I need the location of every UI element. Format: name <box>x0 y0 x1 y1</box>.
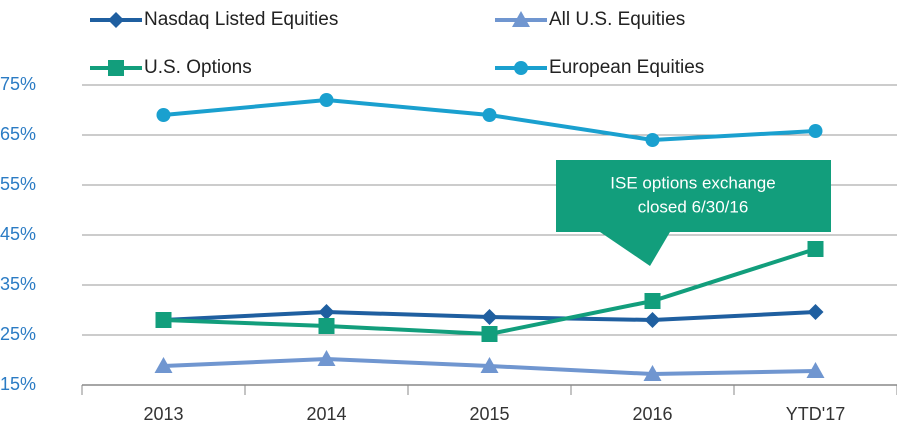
marker <box>156 108 171 122</box>
y-tick-label: 35% <box>0 274 36 294</box>
legend-label: European Equities <box>549 57 704 78</box>
x-tick-label: 2016 <box>632 404 672 424</box>
marker <box>644 293 661 309</box>
marker <box>319 93 334 107</box>
x-tick-label: 2013 <box>143 404 183 424</box>
marker <box>481 309 498 325</box>
annotation-text: closed 6/30/16 <box>638 197 749 216</box>
marker <box>155 312 172 328</box>
y-tick-label: 65% <box>0 124 36 144</box>
y-tick-label: 75% <box>0 74 36 94</box>
y-tick-label: 55% <box>0 174 36 194</box>
marker <box>512 11 530 27</box>
marker <box>807 241 824 257</box>
marker <box>481 326 498 342</box>
marker <box>806 362 825 378</box>
marker <box>480 357 499 373</box>
marker <box>808 124 823 138</box>
marker <box>154 357 173 373</box>
annotation-box <box>556 160 831 266</box>
x-tick-label: 2014 <box>306 404 346 424</box>
marker <box>643 365 662 381</box>
marker <box>482 108 497 122</box>
y-tick-label: 45% <box>0 224 36 244</box>
y-tick-label: 15% <box>0 374 36 394</box>
legend-label: All U.S. Equities <box>549 9 685 30</box>
marker <box>644 312 661 328</box>
y-tick-label: 25% <box>0 324 36 344</box>
legend-label: U.S. Options <box>144 57 252 78</box>
marker <box>318 304 335 320</box>
marker <box>108 12 124 28</box>
marker <box>318 318 335 334</box>
legend-label: Nasdaq Listed Equities <box>144 9 338 30</box>
x-tick-label: YTD'17 <box>786 404 845 424</box>
marker <box>514 61 528 75</box>
x-tick-label: 2015 <box>469 404 509 424</box>
marker <box>807 304 824 320</box>
marker <box>317 350 336 366</box>
annotation-text: ISE options exchange <box>610 173 775 192</box>
marker <box>645 133 660 147</box>
marker <box>108 60 124 76</box>
